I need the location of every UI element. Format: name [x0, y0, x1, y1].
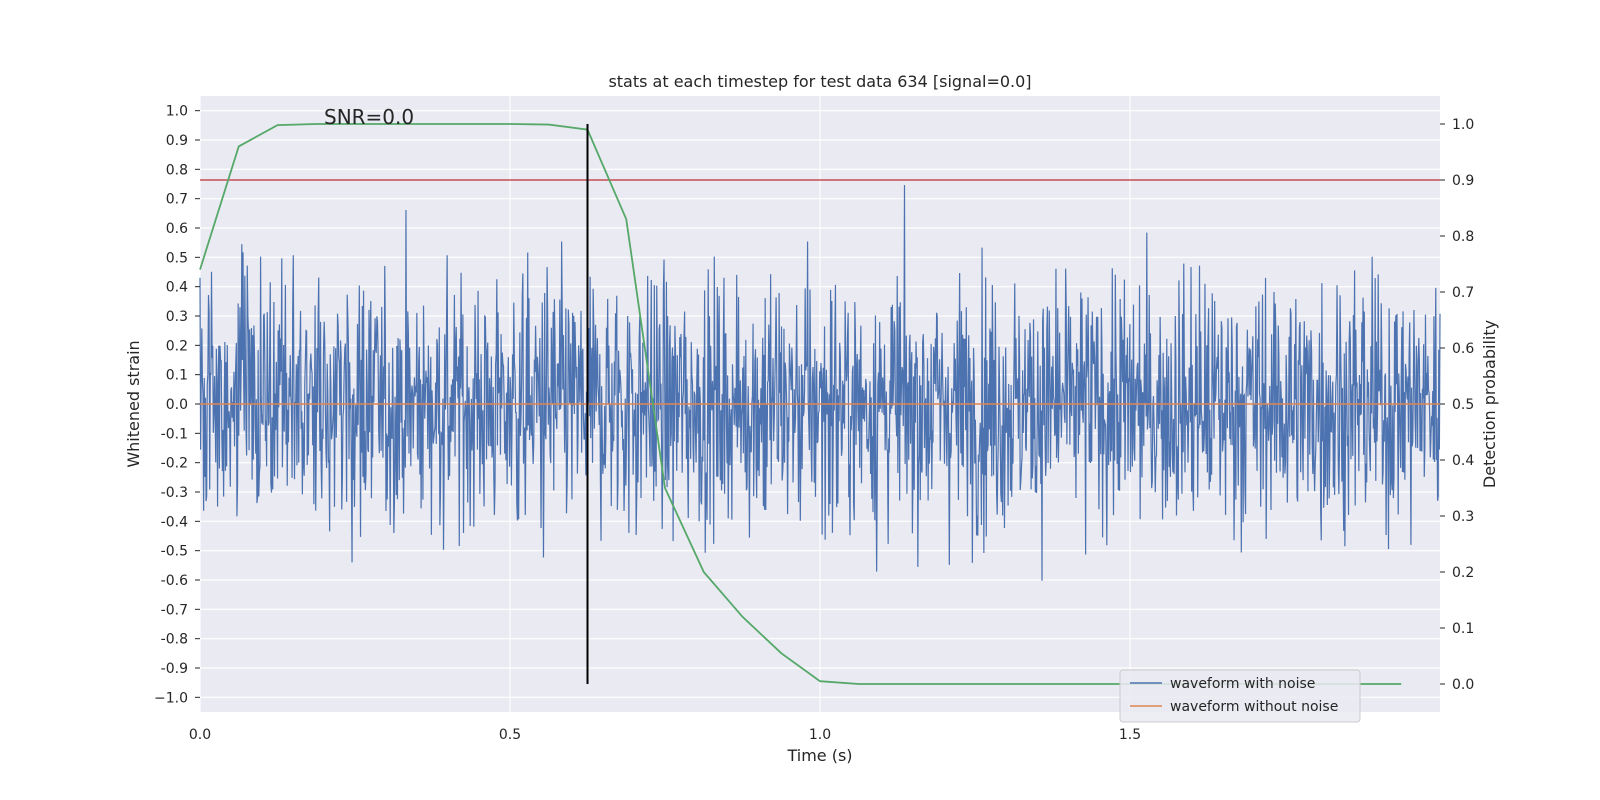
y-tick-label: 0.7	[166, 192, 188, 208]
x-axis-label: Time (s)	[786, 746, 852, 765]
y2-axis-label: Detection probability	[1480, 320, 1499, 488]
y-tick-label: -0.8	[161, 632, 188, 648]
y2-tick-label: 0.3	[1452, 509, 1474, 525]
y2-tick-label: 0.7	[1452, 285, 1474, 301]
y-tick-label: 0.0	[166, 397, 188, 413]
y-tick-label: 0.2	[166, 338, 188, 354]
y-axis-label: Whitened strain	[124, 340, 143, 467]
y-tick-label: -0.2	[161, 456, 188, 472]
legend-label-noise: waveform with noise	[1170, 676, 1315, 692]
y-tick-label: -0.5	[161, 544, 188, 560]
y-tick-label: 0.6	[166, 221, 188, 237]
y2-tick-label: 0.6	[1452, 341, 1474, 357]
x-tick-label: 1.0	[809, 727, 831, 743]
y-tick-label: 0.1	[166, 368, 188, 384]
y-tick-label: 0.4	[166, 280, 188, 296]
x-tick-label: 0.0	[189, 727, 211, 743]
y-tick-label: 0.5	[166, 250, 188, 266]
y-tick-label: -0.4	[161, 514, 188, 530]
y-tick-label: -0.9	[161, 661, 188, 677]
line-series	[199, 123, 1440, 685]
y2-tick-label: 0.1	[1452, 621, 1474, 637]
y-tick-label: -0.3	[161, 485, 188, 501]
x-tick-label: 0.5	[499, 727, 521, 743]
y2-tick-label: 0.4	[1452, 453, 1474, 469]
y-tick-label: -0.6	[161, 573, 188, 589]
y-tick-label: 0.9	[166, 133, 188, 149]
y2-tick-label: 0.5	[1452, 397, 1474, 413]
y-tick-label: 0.3	[166, 309, 188, 325]
noise-series	[199, 184, 1441, 581]
y-tick-label: -0.1	[161, 426, 188, 442]
y-tick-label: 0.8	[166, 162, 188, 178]
legend-label-clean: waveform without noise	[1170, 699, 1338, 715]
y2-tick-label: 0.0	[1452, 677, 1474, 693]
ticks: 1.0 0.9 0.8 0.7 0.6 0.5 0.4 0.3 0.2 0.1 0.0 -0.1 -0.…	[154, 104, 1474, 743]
y2-tick-label: 1.0	[1452, 117, 1474, 133]
snr-annotation: SNR=0.0	[324, 105, 414, 129]
x-tick-label: 1.5	[1119, 727, 1141, 743]
chart-title: stats at each timestep for test data 634…	[608, 72, 1031, 91]
y-tick-label: −1.0	[154, 690, 188, 706]
series-waveform-with-noise	[199, 184, 1441, 581]
legend-box	[1119, 669, 1361, 723]
y2-tick-label: 0.9	[1452, 173, 1474, 189]
y-tick-label: 1.0	[166, 104, 188, 120]
legend: waveform with noise waveform without noi…	[1119, 669, 1361, 723]
y-tick-label: -0.7	[161, 602, 188, 618]
y2-tick-label: 0.2	[1452, 565, 1474, 581]
y2-tick-label: 0.8	[1452, 229, 1474, 245]
